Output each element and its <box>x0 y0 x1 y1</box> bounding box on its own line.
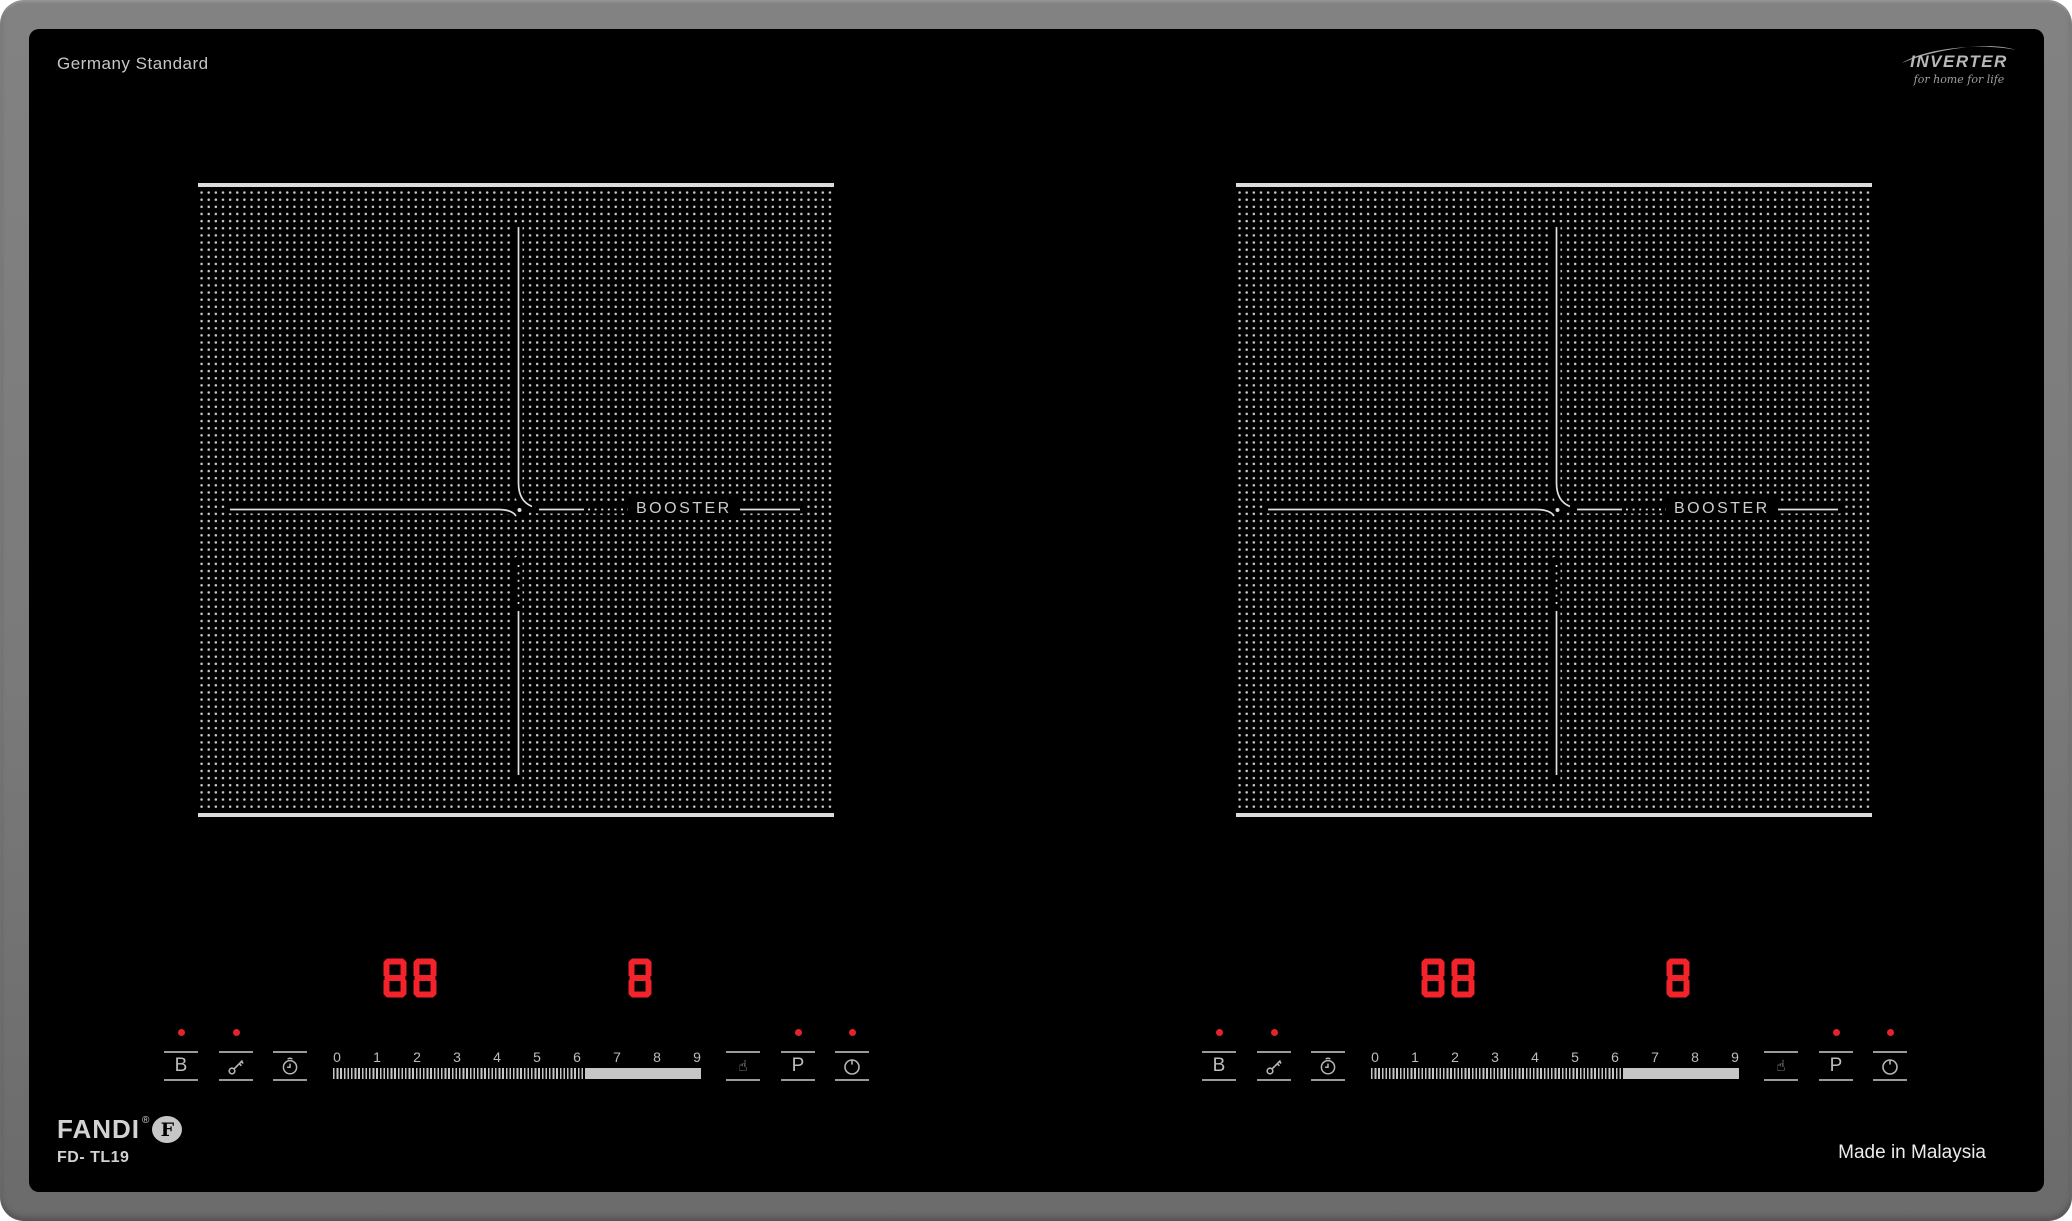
model-number: FD- TL19 <box>57 1149 130 1166</box>
program-button-label: P <box>1829 1055 1843 1076</box>
program-button[interactable]: P <box>781 1051 815 1081</box>
brand-mark-letter: F <box>160 1118 175 1141</box>
power-slider-scale[interactable]: 0 1 2 3 4 5 6 7 8 9 <box>317 1049 717 1065</box>
timer-button[interactable] <box>1311 1051 1345 1081</box>
registered-mark: ® <box>142 1115 150 1126</box>
slider-number[interactable]: 2 <box>413 1049 421 1065</box>
slider-number[interactable]: 9 <box>1731 1049 1739 1065</box>
touch-slide-button[interactable]: ☝ <box>1764 1051 1798 1081</box>
power-icon <box>844 1059 860 1075</box>
inverter-swoosh-icon <box>1902 46 2016 63</box>
indicator-led-power <box>848 1029 856 1036</box>
key-lock-icon <box>227 1059 244 1075</box>
timer-button[interactable] <box>273 1051 307 1081</box>
indicator-led-program <box>1832 1029 1840 1036</box>
lock-button[interactable] <box>1257 1051 1291 1081</box>
slider-number[interactable]: 3 <box>1491 1049 1499 1065</box>
slider-solid-bar[interactable] <box>585 1068 701 1079</box>
slider-number[interactable]: 6 <box>573 1049 581 1065</box>
zone-top-bar <box>198 183 834 187</box>
timer-clock-icon <box>1320 1057 1336 1075</box>
glass-surface: Germany Standard INVERTER for home for l… <box>29 29 2044 1192</box>
inverter-logo: INVERTER for home for life <box>1896 43 2022 86</box>
inverter-tagline: for home for life <box>1913 73 2005 86</box>
indicator-led-booster <box>1215 1029 1223 1036</box>
power-level-display <box>628 958 652 998</box>
slider-number[interactable]: 6 <box>1611 1049 1619 1065</box>
timer-display <box>383 958 437 998</box>
slider-number[interactable]: 0 <box>333 1049 341 1065</box>
cooking-zone: BOOSTER <box>1236 183 1872 817</box>
booster-button[interactable]: B <box>1202 1051 1236 1081</box>
program-button[interactable]: P <box>1819 1051 1853 1081</box>
touch-slide-button[interactable]: ☝ <box>726 1051 760 1081</box>
slider-number[interactable]: 1 <box>1411 1049 1419 1065</box>
slider-number[interactable]: 1 <box>373 1049 381 1065</box>
power-level-display <box>1666 958 1690 998</box>
made-in-label: Made in Malaysia <box>1838 1142 1986 1163</box>
booster-button[interactable]: B <box>164 1051 198 1081</box>
booster-button-label: B <box>1212 1055 1226 1076</box>
power-button[interactable] <box>1873 1051 1907 1081</box>
slider-number[interactable]: 2 <box>1451 1049 1459 1065</box>
touch-finger-icon: ☝ <box>738 1056 748 1075</box>
indicator-led-lock <box>1270 1029 1278 1036</box>
touch-finger-icon: ☝ <box>1776 1056 1786 1075</box>
slider-number[interactable]: 9 <box>693 1049 701 1065</box>
zone-top-bar <box>1236 183 1872 187</box>
brand-name: FANDI <box>57 1114 140 1144</box>
slider-number[interactable]: 4 <box>493 1049 501 1065</box>
lock-button[interactable] <box>219 1051 253 1081</box>
indicator-led-program <box>794 1029 802 1036</box>
slider-number[interactable]: 4 <box>1531 1049 1539 1065</box>
slider-number[interactable]: 5 <box>533 1049 541 1065</box>
brand-logo: FANDI ® F <box>57 1114 183 1145</box>
power-icon <box>1882 1059 1898 1075</box>
slider-number[interactable]: 0 <box>1371 1049 1379 1065</box>
standard-label: Germany Standard <box>57 54 209 73</box>
slider-solid-bar[interactable] <box>1623 1068 1739 1079</box>
seven-segment-digit <box>383 958 407 998</box>
power-button[interactable] <box>835 1051 869 1081</box>
slider-number[interactable]: 8 <box>653 1049 661 1065</box>
timer-display <box>1421 958 1475 998</box>
inverter-logo-text: INVERTER <box>1910 52 2008 71</box>
booster-label: BOOSTER <box>628 498 740 520</box>
slider-ticks[interactable] <box>333 1068 585 1079</box>
power-slider-scale[interactable]: 0 1 2 3 4 5 6 7 8 9 <box>1355 1049 1755 1065</box>
booster-button-label: B <box>174 1055 188 1076</box>
seven-segment-digit <box>1666 958 1690 998</box>
zone-crosshair <box>1263 222 1845 783</box>
slider-ticks[interactable] <box>1371 1068 1623 1079</box>
slider-number[interactable]: 5 <box>1571 1049 1579 1065</box>
zone-bottom-bar <box>1236 813 1872 817</box>
slider-number[interactable]: 8 <box>1691 1049 1699 1065</box>
indicator-led-power <box>1886 1029 1894 1036</box>
key-lock-icon <box>1265 1059 1282 1075</box>
cooking-unit-left: BOOSTER B <box>160 183 874 1103</box>
seven-segment-digit <box>628 958 652 998</box>
indicator-led-booster <box>177 1029 185 1036</box>
zone-bottom-bar <box>198 813 834 817</box>
cooking-zone: BOOSTER <box>198 183 834 817</box>
slider-number[interactable]: 7 <box>1651 1049 1659 1065</box>
seven-segment-digit <box>1421 958 1445 998</box>
zone-crosshair <box>225 222 807 783</box>
slider-number[interactable]: 7 <box>613 1049 621 1065</box>
cooking-unit-right: BOOSTER B <box>1198 183 1912 1103</box>
timer-clock-icon <box>282 1057 298 1075</box>
seven-segment-digit <box>413 958 437 998</box>
slider-number[interactable]: 3 <box>453 1049 461 1065</box>
booster-label: BOOSTER <box>1666 498 1778 520</box>
indicator-led-lock <box>232 1029 240 1036</box>
brand-mark-icon: F <box>152 1116 183 1143</box>
program-button-label: P <box>791 1055 805 1076</box>
seven-segment-digit <box>1451 958 1475 998</box>
